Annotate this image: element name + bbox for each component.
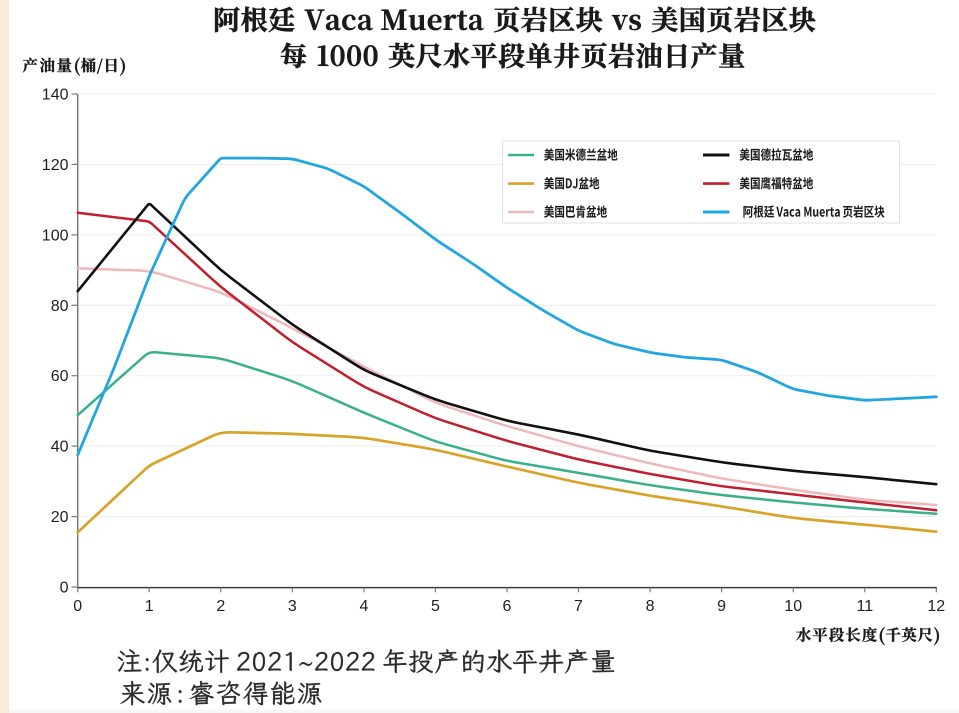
- svg-text:11: 11: [856, 598, 873, 615]
- svg-text:140: 140: [42, 87, 69, 104]
- svg-text:5: 5: [431, 598, 440, 615]
- svg-text:9: 9: [717, 598, 726, 615]
- svg-text:3: 3: [288, 598, 297, 615]
- svg-text:8: 8: [646, 598, 655, 615]
- svg-text:0: 0: [73, 598, 82, 615]
- svg-text:1: 1: [145, 598, 154, 615]
- svg-text:12: 12: [927, 598, 945, 615]
- svg-text:4: 4: [359, 598, 368, 615]
- svg-text:80: 80: [51, 298, 69, 315]
- svg-text:100: 100: [42, 227, 69, 244]
- svg-text:7: 7: [574, 598, 583, 615]
- svg-text:60: 60: [51, 368, 69, 385]
- svg-text:120: 120: [42, 157, 69, 174]
- svg-text:40: 40: [51, 439, 69, 456]
- svg-text:0: 0: [60, 580, 69, 597]
- svg-text:6: 6: [503, 598, 512, 615]
- svg-text:20: 20: [51, 509, 69, 526]
- svg-text:2: 2: [216, 598, 225, 615]
- svg-text:10: 10: [784, 598, 802, 615]
